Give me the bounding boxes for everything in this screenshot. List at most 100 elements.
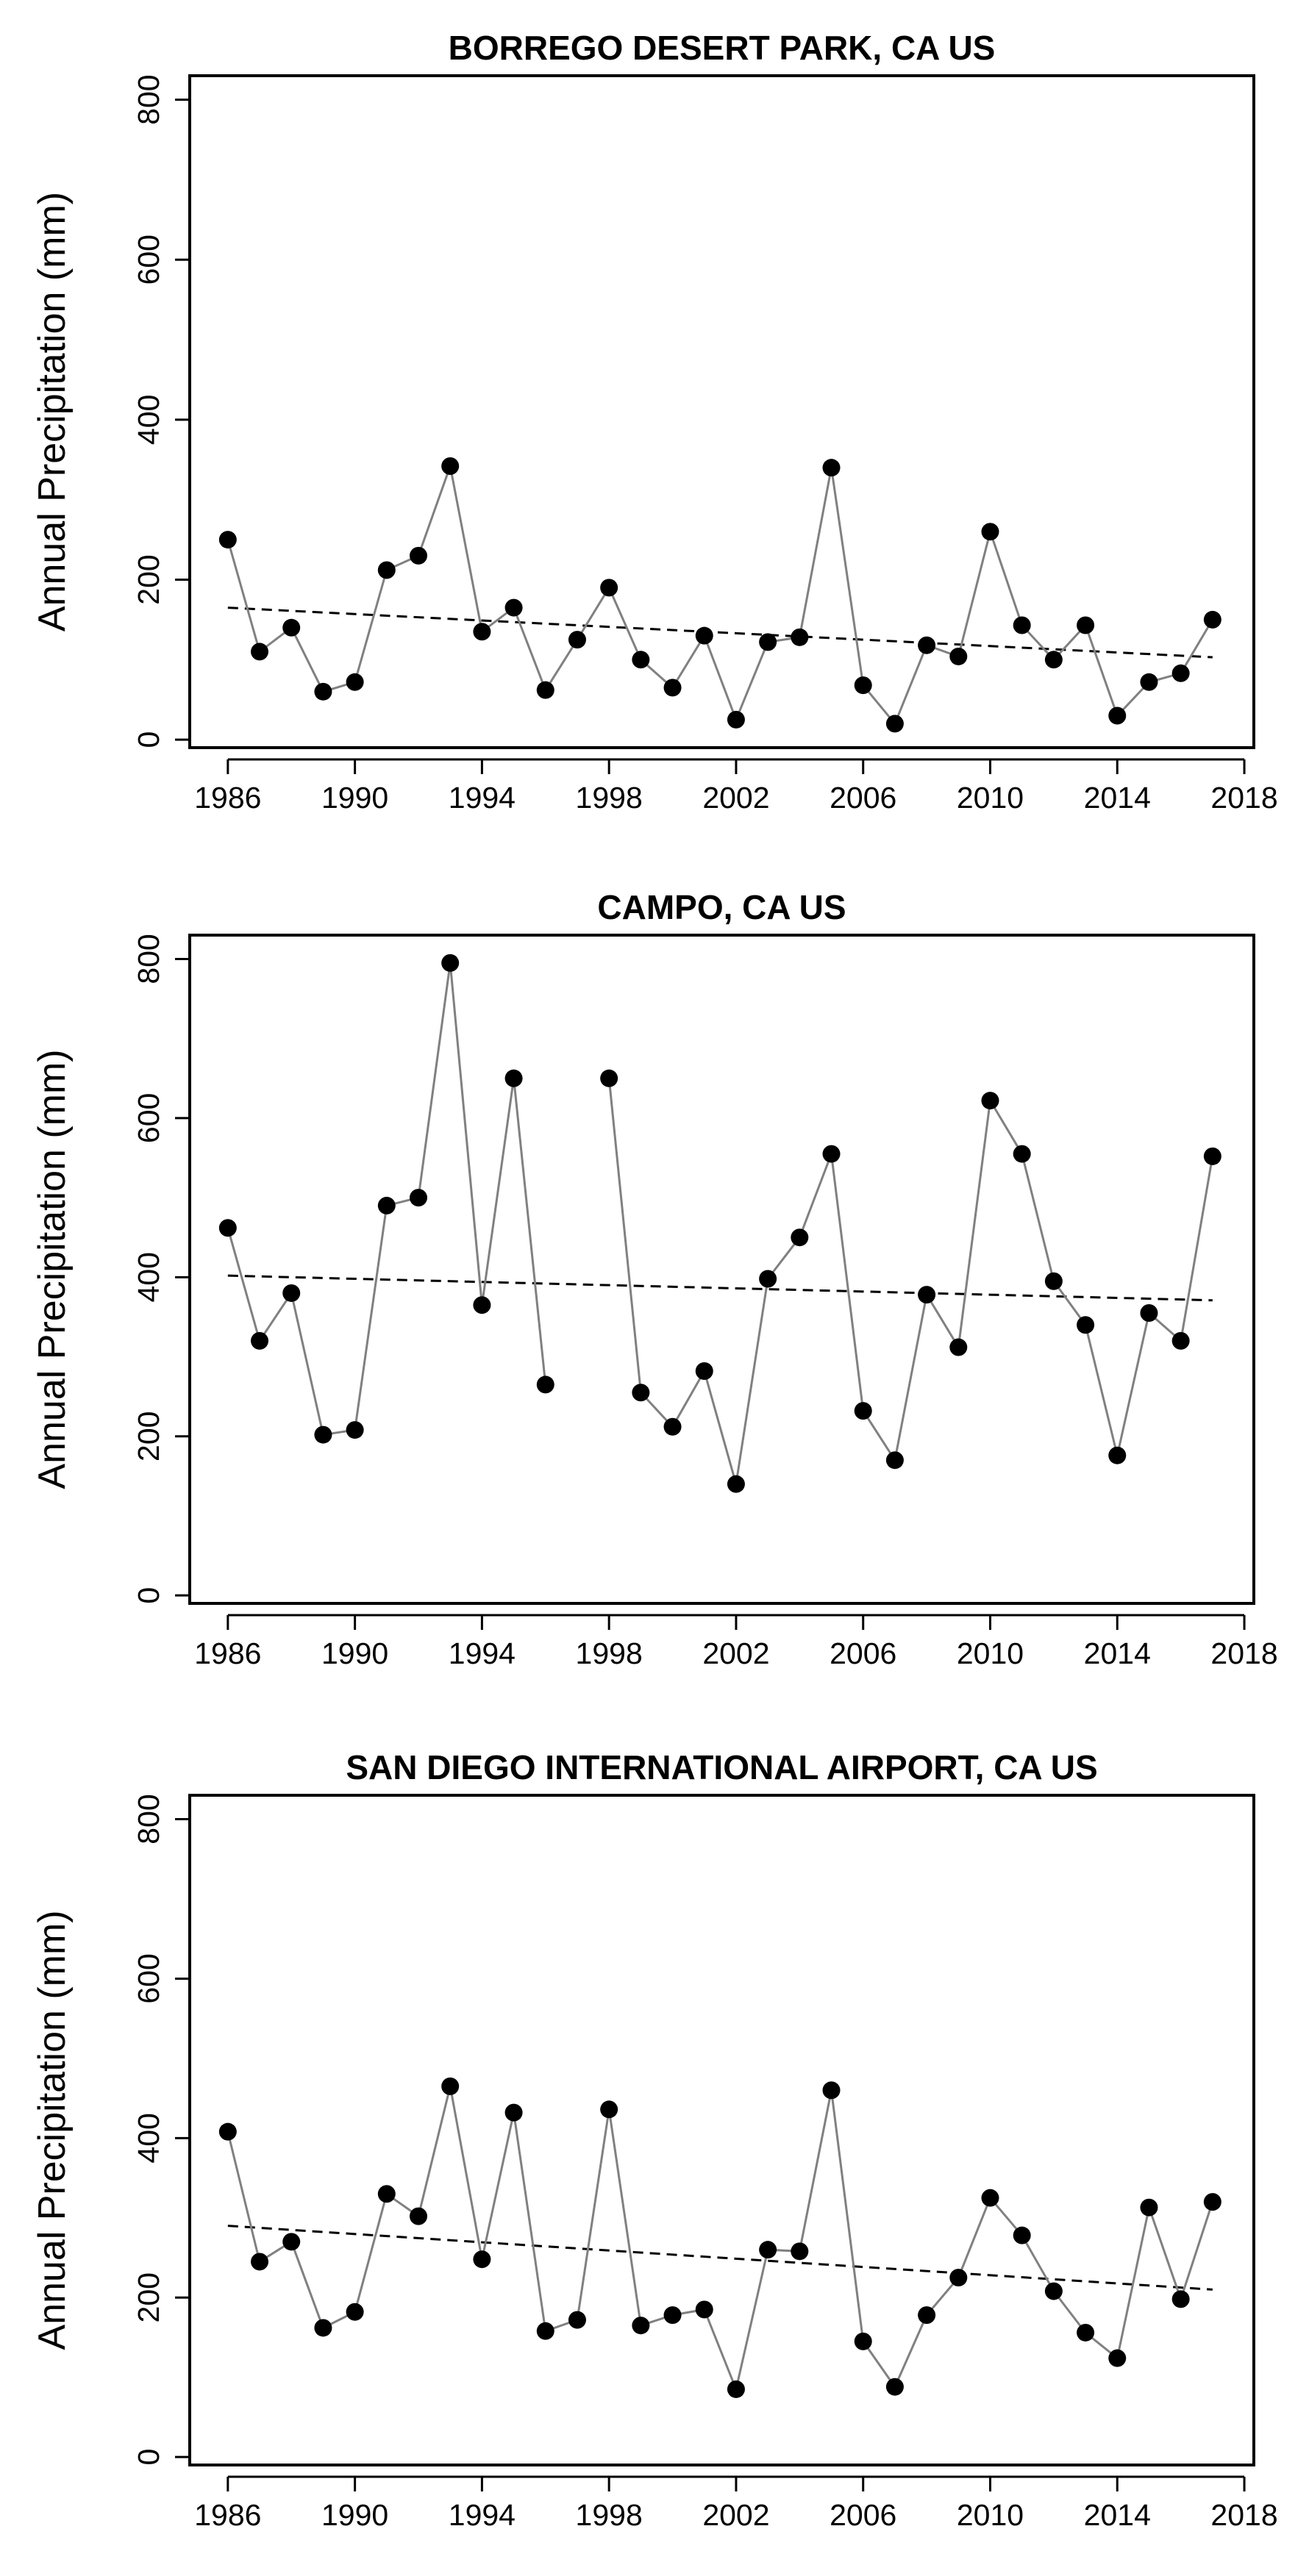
data-point xyxy=(218,2122,237,2141)
data-point xyxy=(759,2241,777,2259)
x-tick-label: 2002 xyxy=(702,781,769,815)
data-point xyxy=(918,2306,936,2325)
chart-title: SAN DIEGO INTERNATIONAL AIRPORT, CA US xyxy=(346,1748,1097,1786)
data-point xyxy=(949,647,968,665)
x-tick-label: 1998 xyxy=(576,781,643,815)
data-point xyxy=(568,631,586,649)
data-point xyxy=(377,561,396,579)
plot-frame xyxy=(188,74,1255,749)
data-point xyxy=(663,1417,682,1436)
data-point xyxy=(791,1228,809,1247)
data-point xyxy=(282,1284,301,1302)
x-tick-label: 2014 xyxy=(1084,781,1151,815)
data-point xyxy=(981,523,999,541)
data-point xyxy=(632,1384,650,1402)
y-tick-label: 800 xyxy=(132,1794,165,1844)
x-tick-label: 2010 xyxy=(957,1636,1024,1670)
y-tick-label: 0 xyxy=(132,1587,165,1604)
x-tick-label: 2014 xyxy=(1084,1636,1151,1670)
data-point xyxy=(1108,706,1127,725)
plot-frame xyxy=(188,934,1255,1605)
data-point xyxy=(409,2207,427,2225)
trend-line xyxy=(227,2225,1213,2291)
data-point xyxy=(918,636,936,654)
data-point xyxy=(759,633,777,651)
x-tick-label: 2006 xyxy=(830,1636,896,1670)
x-tick-label: 1998 xyxy=(576,1636,643,1670)
chart-title: BORREGO DESERT PARK, CA US xyxy=(449,29,996,67)
data-point xyxy=(1203,2193,1221,2211)
data-point xyxy=(885,715,904,733)
data-point xyxy=(854,1402,872,1420)
y-tick-label: 0 xyxy=(132,2449,165,2466)
x-tick-label: 1990 xyxy=(321,1636,388,1670)
data-point xyxy=(727,1475,745,1493)
data-point xyxy=(822,459,841,477)
y-axis-label: Annual Precipitation (mm) xyxy=(31,192,74,632)
data-point xyxy=(663,2306,682,2325)
data-point xyxy=(314,1425,332,1444)
data-point xyxy=(441,2077,460,2095)
data-point xyxy=(1108,1446,1127,1464)
data-point xyxy=(282,2233,301,2251)
y-tick-label: 800 xyxy=(132,74,165,124)
data-point xyxy=(1044,2282,1063,2300)
chart-title: CAMPO, CA US xyxy=(597,888,846,926)
data-point xyxy=(1044,651,1063,669)
data-point xyxy=(632,651,650,669)
x-tick-label: 2018 xyxy=(1210,781,1277,815)
chart-panel-2: CAMPO, CA US 0 200 400 600 800 1986 1990 1994 199… xyxy=(31,888,1278,1670)
data-point xyxy=(1171,1331,1190,1350)
data-point xyxy=(854,676,872,695)
trend-line xyxy=(227,1274,1213,1302)
data-point xyxy=(473,2250,491,2269)
data-point xyxy=(314,2319,332,2337)
data-point xyxy=(822,1145,841,1163)
y-tick-label: 400 xyxy=(132,1252,165,1302)
data-point xyxy=(1171,664,1190,682)
data-point xyxy=(251,643,269,661)
x-tick-label: 1994 xyxy=(449,2498,516,2532)
data-point xyxy=(1013,1145,1031,1163)
data-point xyxy=(1013,2226,1031,2244)
series-line xyxy=(227,2086,1214,2394)
x-tick-label: 1994 xyxy=(449,781,516,815)
y-tick-label: 200 xyxy=(132,554,165,604)
data-point xyxy=(727,710,745,729)
data-point xyxy=(536,2322,554,2340)
data-point xyxy=(409,1189,427,1207)
y-axis-label: Annual Precipitation (mm) xyxy=(31,1910,74,2350)
y-tick-label: 400 xyxy=(132,2113,165,2163)
data-point xyxy=(346,1421,364,1439)
data-point xyxy=(949,1338,968,1356)
x-tick-label: 2002 xyxy=(702,1636,769,1670)
data-point xyxy=(695,2300,713,2319)
data-point xyxy=(663,679,682,697)
data-point xyxy=(759,1270,777,1288)
trend-line xyxy=(227,607,1213,659)
data-point xyxy=(1140,673,1158,691)
data-point xyxy=(600,579,618,597)
x-tick-label: 2010 xyxy=(957,2498,1024,2532)
data-point xyxy=(949,2269,968,2287)
x-tick-label: 2014 xyxy=(1084,2498,1151,2532)
data-point xyxy=(854,2332,872,2350)
data-point xyxy=(791,628,809,646)
y-tick-label: 600 xyxy=(132,235,165,285)
data-point xyxy=(346,2303,364,2321)
data-point xyxy=(695,1362,713,1381)
x-tick-label: 2006 xyxy=(830,781,896,815)
chart-panel-3: SAN DIEGO INTERNATIONAL AIRPORT, CA US 0 2… xyxy=(31,1748,1278,2532)
data-point xyxy=(727,2380,745,2398)
data-point xyxy=(1077,1316,1095,1334)
data-point xyxy=(218,1219,237,1237)
data-point xyxy=(377,2185,396,2203)
data-point xyxy=(504,2103,523,2122)
data-point xyxy=(981,1092,999,1110)
data-point xyxy=(1077,616,1095,634)
data-point xyxy=(600,1069,618,1087)
y-tick-label: 800 xyxy=(132,934,165,984)
x-tick-label: 1986 xyxy=(194,1636,261,1670)
data-point xyxy=(1203,1147,1221,1165)
